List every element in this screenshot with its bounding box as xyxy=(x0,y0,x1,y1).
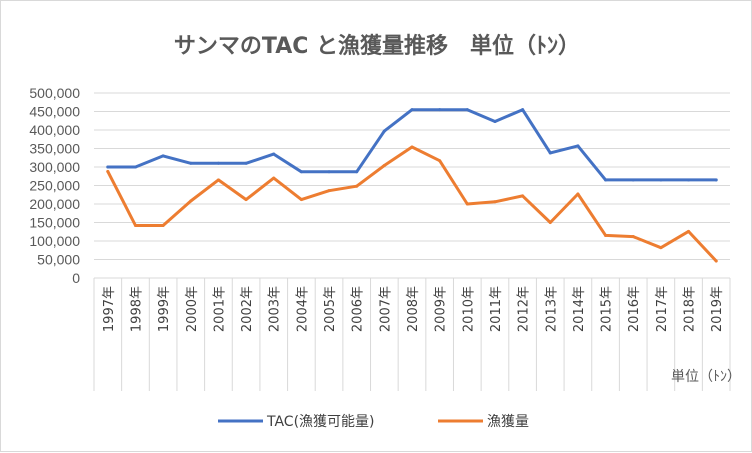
data-point xyxy=(327,170,331,174)
x-tick-label: 2010年 xyxy=(461,286,476,332)
data-point xyxy=(631,178,635,182)
data-series xyxy=(106,108,718,263)
data-point xyxy=(327,189,331,193)
y-tick-label: 0 xyxy=(72,270,80,286)
data-point xyxy=(438,159,442,163)
x-tick-label: 2012年 xyxy=(517,286,532,332)
x-tick-label: 1999年 xyxy=(157,286,172,332)
data-point xyxy=(216,161,220,165)
y-tick-label: 250,000 xyxy=(29,178,80,194)
data-point xyxy=(548,151,552,155)
data-point xyxy=(299,170,303,174)
y-tick-label: 300,000 xyxy=(29,159,80,175)
x-tick-label: 2016年 xyxy=(627,286,642,332)
x-tick-label: 2005年 xyxy=(323,286,338,332)
data-point xyxy=(493,200,497,204)
data-point xyxy=(465,108,469,112)
data-point xyxy=(521,194,525,198)
x-tick-label: 2001年 xyxy=(212,286,227,332)
x-tick-label: 2006年 xyxy=(351,286,366,332)
x-tick-label: 2000年 xyxy=(185,286,200,332)
y-tick-label: 150,000 xyxy=(29,215,80,231)
x-tick-label: 2013年 xyxy=(544,286,559,332)
x-tick-label: 2011年 xyxy=(489,286,504,332)
data-point xyxy=(272,176,276,180)
y-tick-label: 450,000 xyxy=(29,104,80,120)
data-point xyxy=(216,178,220,182)
data-point xyxy=(244,198,248,202)
data-point xyxy=(714,259,718,263)
data-point xyxy=(576,192,580,196)
data-point xyxy=(604,233,608,237)
data-point xyxy=(576,144,580,148)
x-tick-label: 2008年 xyxy=(406,286,421,332)
x-tick-label: 1997年 xyxy=(102,286,117,332)
x-axis-categories: 1997年 1998年 1999年 2000年 2001年 2002年 2003年 2004年… xyxy=(93,278,731,391)
x-tick-label: 2003年 xyxy=(268,286,283,332)
data-point xyxy=(106,165,110,169)
data-point xyxy=(355,170,359,174)
data-point xyxy=(382,164,386,168)
legend-label-catch: 漁獲量 xyxy=(487,414,529,430)
data-point xyxy=(189,161,193,165)
chart-title: サンマのTAC と漁獲量推移 単位（ﾄﾝ） xyxy=(174,33,580,59)
data-point xyxy=(272,152,276,156)
data-point xyxy=(382,129,386,133)
data-point xyxy=(410,108,414,112)
y-tick-label: 500,000 xyxy=(29,85,80,101)
data-point xyxy=(438,108,442,112)
data-point xyxy=(133,165,137,169)
data-point xyxy=(659,246,663,250)
data-point xyxy=(714,178,718,182)
x-tick-label: 2015年 xyxy=(600,286,615,332)
y-tick-label: 200,000 xyxy=(29,196,80,212)
unit-label: 単位（ﾄﾝ） xyxy=(671,369,741,385)
x-tick-label: 2002年 xyxy=(240,286,255,332)
data-point xyxy=(548,221,552,224)
data-point xyxy=(493,119,497,123)
y-tick-label: 400,000 xyxy=(29,122,80,138)
data-point xyxy=(521,108,525,112)
data-point xyxy=(106,169,110,173)
data-point xyxy=(244,161,248,165)
data-point xyxy=(189,199,193,203)
x-tick-label: 2014年 xyxy=(572,286,587,332)
data-point xyxy=(161,223,165,227)
data-point xyxy=(161,154,165,158)
series-line-tac xyxy=(106,108,718,182)
legend: TAC(漁獲可能量) 漁獲量 xyxy=(218,414,529,430)
y-tick-label: 350,000 xyxy=(29,141,80,157)
x-tick-label: 2017年 xyxy=(655,286,670,332)
y-axis-ticks: 0 50,000 100,000 150,000 200,000 250,000 300,0… xyxy=(29,85,80,286)
grid-lines xyxy=(94,92,730,279)
x-tick-label: 2009年 xyxy=(434,286,449,332)
data-point xyxy=(687,229,691,233)
data-point xyxy=(355,184,359,188)
x-tick-label: 2019年 xyxy=(710,286,725,332)
y-tick-label: 50,000 xyxy=(37,252,80,268)
x-tick-label: 2018年 xyxy=(683,286,698,332)
data-point xyxy=(133,223,137,227)
x-tick-label: 1998年 xyxy=(129,286,144,332)
legend-label-tac: TAC(漁獲可能量) xyxy=(266,414,375,430)
y-tick-label: 100,000 xyxy=(29,233,80,249)
data-point xyxy=(687,178,691,182)
x-tick-label: 2007年 xyxy=(378,286,393,332)
data-point xyxy=(299,198,303,202)
data-point xyxy=(631,235,635,239)
x-tick-label: 2004年 xyxy=(295,286,310,332)
data-point xyxy=(410,145,414,149)
data-point xyxy=(604,178,608,182)
data-point xyxy=(659,178,663,182)
data-point xyxy=(465,202,469,206)
